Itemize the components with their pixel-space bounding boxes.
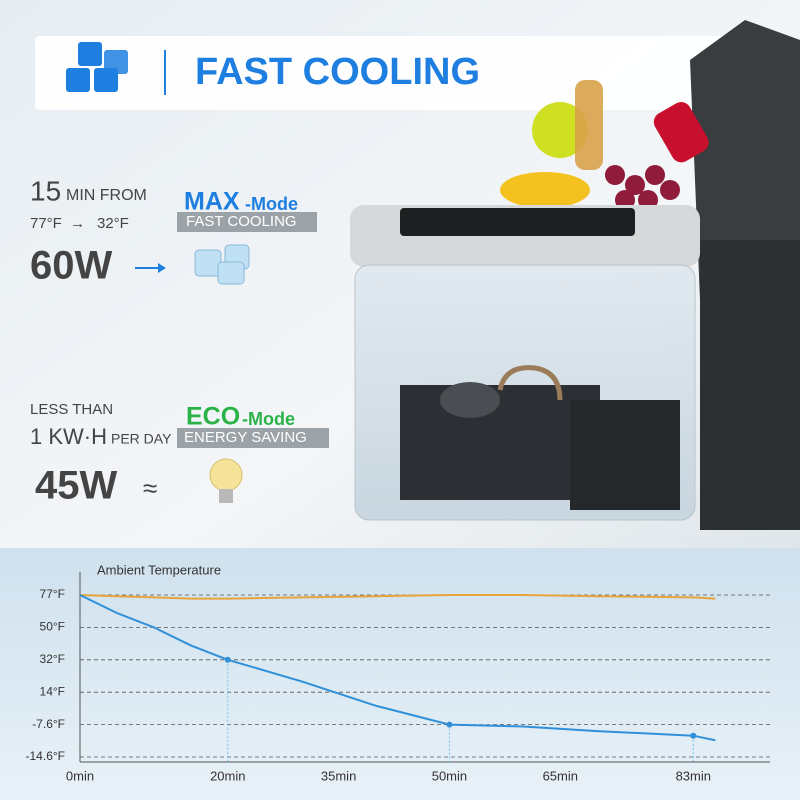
x-tick-label: 35min <box>321 768 356 783</box>
temp-arrow: → <box>70 215 85 232</box>
y-tick-label: -7.6°F <box>32 717 65 731</box>
x-tick-label: 20min <box>210 768 245 783</box>
eco-mode-suffix: -Mode <box>242 409 295 429</box>
legend-label: Ambient Temperature <box>97 562 221 577</box>
approx: ≈ <box>143 473 157 503</box>
y-tick-label: 50°F <box>40 620 65 634</box>
point <box>224 656 231 663</box>
eco-mode-name: ECO <box>186 403 240 431</box>
eco-prefix: LESS THAN <box>30 401 113 418</box>
chart-background <box>0 548 800 800</box>
x-tick-label: 65min <box>543 768 578 783</box>
temp-from: 77°F <box>30 215 62 232</box>
mode-suffix: -Mode <box>245 194 298 214</box>
max-mode: 15 MIN FROM 77°F → 32°F MAX -Mode FAST C… <box>30 175 317 288</box>
y-tick-label: 14°F <box>40 684 65 698</box>
y-tick-label: -14.6°F <box>26 749 65 763</box>
eco-power: 45W <box>35 464 117 508</box>
ice-cube-icon <box>66 42 128 92</box>
bulb-icon <box>209 458 243 503</box>
x-tick-label: 50min <box>432 768 467 783</box>
mode-badge: FAST COOLING <box>186 213 297 230</box>
header-bar <box>35 36 745 110</box>
temp-to: 32°F <box>97 215 129 232</box>
y-tick-label: 77°F <box>40 587 65 601</box>
eco-mode: LESS THAN 1 KW·H PER DAY ECO -Mode ENERG… <box>30 401 329 508</box>
energy: 1 KW·H <box>30 424 107 449</box>
power: 60W <box>30 244 112 288</box>
x-tick-label: 0min <box>66 768 94 783</box>
line-series <box>79 594 716 742</box>
y-tick-label: 32°F <box>40 652 65 666</box>
cooler <box>350 20 800 530</box>
x-tick-label: 83min <box>676 768 711 783</box>
eco-badge: ENERGY SAVING <box>184 429 307 446</box>
point <box>690 732 697 739</box>
point <box>446 721 453 728</box>
duration: 15 <box>30 175 61 206</box>
duration-unit: MIN FROM <box>66 187 147 204</box>
mode-name: MAX <box>184 188 240 216</box>
energy-unit: PER DAY <box>111 431 172 447</box>
header-title: FAST COOLING <box>195 51 480 93</box>
line-series <box>79 594 716 600</box>
